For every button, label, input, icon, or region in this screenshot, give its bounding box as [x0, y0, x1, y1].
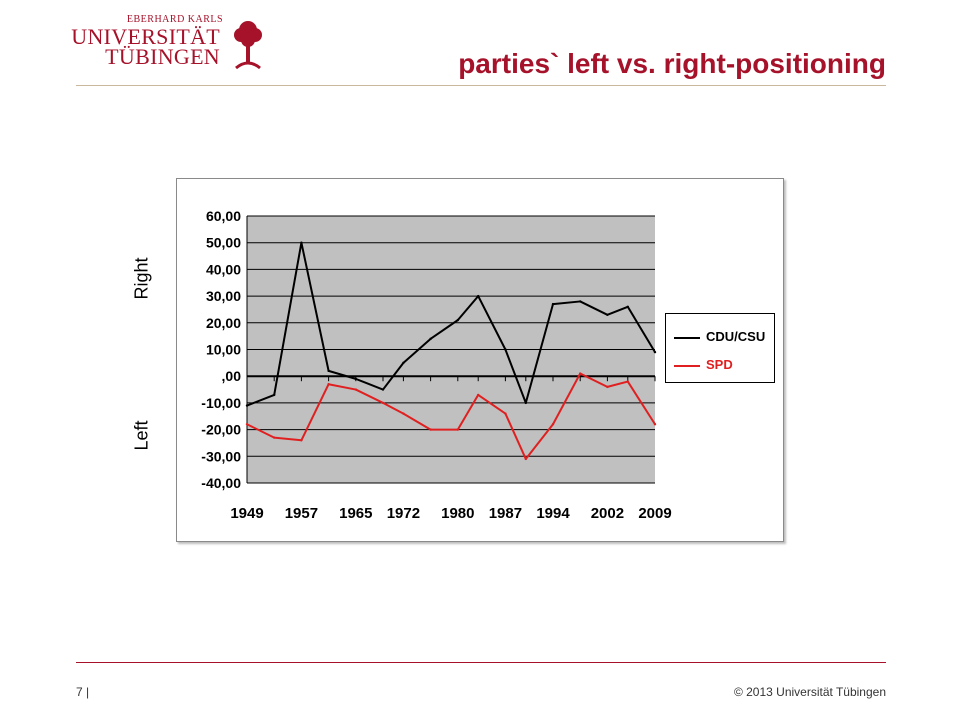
data-point-spd	[300, 439, 303, 442]
data-point-cdu-csu	[456, 318, 459, 322]
axis-side-label-left: Left	[131, 420, 152, 451]
university-logo: EBERHARD KARLS UNIVERSITÄT TÜBINGEN	[70, 14, 280, 74]
copyright-text: © 2013 Universität Tübingen	[733, 685, 886, 699]
logo-line-2: TÜBINGEN	[105, 44, 220, 69]
data-point-cdu-csu	[327, 369, 330, 373]
data-point-cdu-csu	[524, 401, 527, 405]
data-point-spd	[551, 423, 555, 426]
x-tick-label: 2002	[591, 505, 624, 522]
data-point-spd	[524, 457, 527, 461]
x-tick-label: 1949	[230, 505, 263, 522]
y-tick-label: ,00	[222, 368, 242, 384]
data-point-cdu-csu	[300, 241, 303, 244]
data-point-spd	[579, 372, 582, 375]
x-tick-label: 2009	[638, 505, 671, 522]
data-point-spd	[273, 436, 276, 439]
legend-label-cdu: CDU/CSU	[706, 329, 766, 344]
page-number: 7 |	[76, 685, 90, 699]
footer-divider	[76, 662, 886, 663]
data-point-spd	[402, 412, 405, 415]
data-point-cdu-csu	[354, 377, 357, 381]
line-chart: 60,00 50,00 40,00 30,00 20,00 10,00 ,00 -10,00 -…	[201, 208, 671, 522]
y-tick-label: -30,00	[201, 448, 241, 464]
logo-line-1: UNIVERSITÄT	[71, 24, 220, 49]
data-point-spd	[504, 412, 507, 415]
data-point-cdu-csu	[626, 305, 629, 308]
data-point-cdu-csu	[504, 348, 507, 351]
data-point-cdu-csu	[606, 313, 609, 316]
data-point-cdu-csu	[273, 393, 276, 397]
y-tick-label: -20,00	[201, 422, 241, 438]
data-point-spd	[653, 423, 657, 426]
data-point-spd	[245, 423, 249, 426]
data-point-cdu-csu	[402, 361, 405, 365]
data-point-cdu-csu	[579, 300, 582, 303]
logo-small-text: EBERHARD KARLS	[126, 14, 224, 25]
tree-emblem-icon	[234, 21, 262, 70]
header-divider	[76, 85, 886, 86]
legend-label-spd: SPD	[706, 357, 733, 372]
y-tick-label: 10,00	[206, 342, 241, 358]
y-tick-label: -10,00	[201, 395, 241, 411]
x-tick-label: 1972	[387, 505, 420, 522]
axis-side-label-right: Right	[131, 257, 152, 300]
legend-swatch-cdu	[674, 337, 700, 339]
y-tick-label: 40,00	[206, 261, 241, 277]
x-tick-label: 1987	[489, 505, 522, 522]
data-point-cdu-csu	[653, 350, 657, 354]
x-tick-label: 1980	[441, 505, 474, 522]
chart-legend: CDU/CSU SPD	[665, 313, 775, 383]
data-point-spd	[354, 388, 357, 391]
data-point-cdu-csu	[245, 404, 249, 407]
y-tick-label: 50,00	[206, 235, 241, 251]
y-tick-label: 60,00	[206, 208, 241, 224]
data-point-spd	[477, 393, 480, 397]
x-tick-label: 1965	[339, 505, 372, 522]
data-point-spd	[626, 380, 629, 383]
x-tick-label: 1994	[536, 505, 570, 522]
data-point-cdu-csu	[429, 337, 432, 341]
data-point-cdu-csu	[551, 302, 555, 306]
legend-swatch-spd	[674, 365, 700, 367]
data-point-spd	[456, 428, 459, 431]
data-point-spd	[381, 401, 385, 405]
data-point-spd	[429, 428, 432, 431]
y-tick-label: 20,00	[206, 315, 241, 331]
data-point-spd	[327, 383, 330, 386]
x-tick-label: 1957	[285, 505, 318, 522]
slide-title: parties` left vs. right-positioning	[458, 48, 886, 79]
y-tick-label: 30,00	[206, 288, 241, 304]
data-point-cdu-csu	[477, 294, 480, 298]
y-tick-label: -40,00	[201, 475, 241, 491]
data-point-cdu-csu	[381, 388, 385, 391]
data-point-spd	[606, 385, 609, 389]
chart-frame: 60,00 50,00 40,00 30,00 20,00 10,00 ,00 -10,00 -…	[176, 178, 784, 542]
